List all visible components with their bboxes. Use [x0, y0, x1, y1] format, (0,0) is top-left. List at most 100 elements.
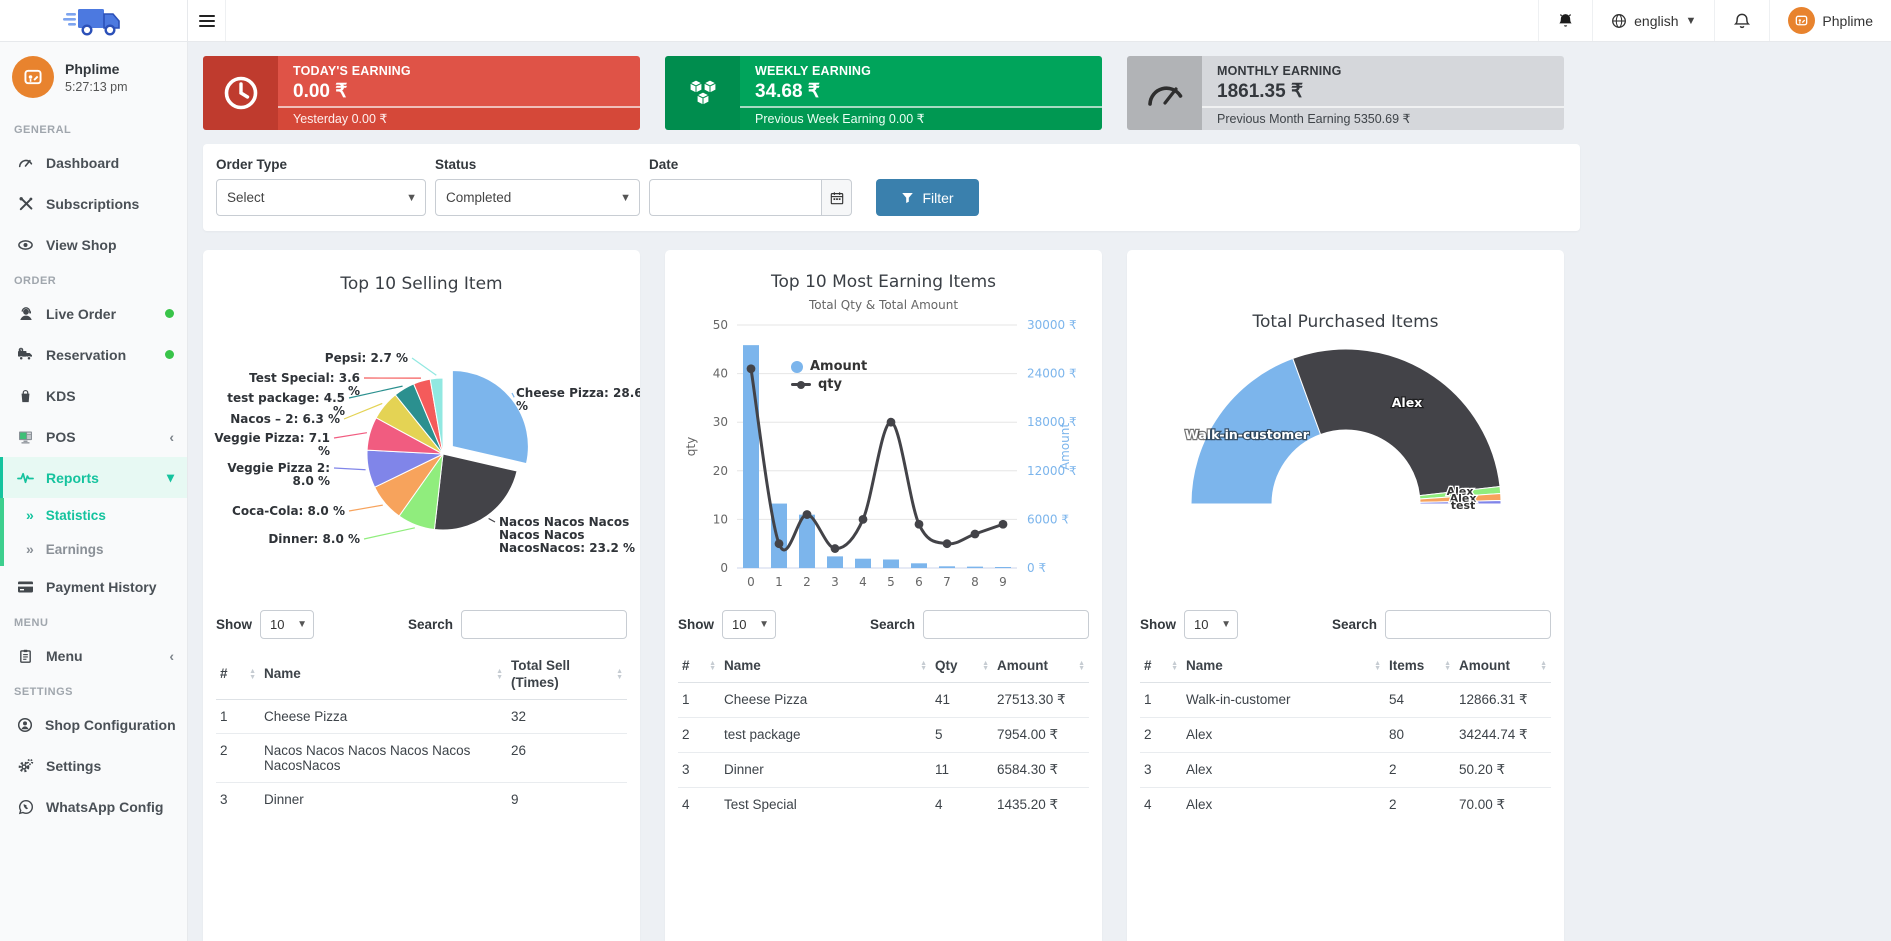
column-header[interactable]: Name ▲ ▼ [720, 651, 931, 683]
legend-qty[interactable]: qty [791, 377, 867, 392]
bar[interactable] [855, 558, 871, 568]
pie-slice[interactable] [429, 377, 444, 455]
line-marker[interactable] [942, 539, 952, 549]
line-marker[interactable] [914, 519, 924, 529]
bar[interactable] [911, 563, 927, 568]
sort-icon: ▲ ▼ [982, 659, 989, 673]
sidebar-item-reservation[interactable]: Reservation [0, 334, 187, 375]
stat-value: 34.68 ₹ [755, 81, 820, 102]
line-marker[interactable] [886, 417, 896, 427]
sidebar-item-kds[interactable]: KDS [0, 375, 187, 416]
line-marker[interactable] [746, 364, 756, 374]
page-size-select[interactable]: 10 ▼ [722, 610, 776, 639]
column-header[interactable]: Total Sell (Times) ▲ ▼ [507, 651, 627, 700]
app-logo[interactable] [0, 0, 188, 41]
table-cell: test package [720, 716, 931, 753]
date-input[interactable] [649, 179, 821, 216]
column-header[interactable]: Qty ▲ ▼ [931, 651, 993, 683]
line-marker[interactable] [858, 515, 868, 524]
filter-button[interactable]: Filter [876, 179, 979, 216]
stat-title: TODAY'S EARNING [293, 64, 411, 78]
sidebar-subitem-statistics[interactable]: » Statistics [4, 498, 187, 532]
date-label: Date [649, 157, 679, 172]
table-cell: 6584.30 ₹ [993, 751, 1089, 788]
bar[interactable] [967, 566, 983, 568]
sidebar-item-pos[interactable]: POS ‹ [0, 416, 187, 457]
sidebar-item-payment-history[interactable]: Payment History [0, 566, 187, 607]
calendar-button[interactable] [821, 179, 852, 216]
bar[interactable] [799, 514, 815, 568]
language-selector[interactable]: english ▼ [1592, 0, 1714, 41]
line-marker[interactable] [802, 510, 812, 519]
donut-slice[interactable] [1419, 499, 1502, 505]
table-cell: 2 [1385, 751, 1455, 788]
sidebar-item-subscriptions[interactable]: Subscriptions [0, 183, 187, 224]
line-series[interactable] [749, 368, 1004, 552]
column-header[interactable]: Items ▲ ▼ [1385, 651, 1455, 683]
chevron-left-icon: ‹ [169, 428, 174, 445]
page-size-select[interactable]: 10 ▼ [1184, 610, 1238, 639]
sidebar-item-menu[interactable]: Menu ‹ [0, 635, 187, 676]
sidebar-avatar[interactable] [12, 56, 54, 98]
left-axis-title: qty [684, 437, 698, 456]
sidebar-item-live-order[interactable]: Live Order [0, 293, 187, 334]
card-icon [17, 580, 34, 594]
legend-amount[interactable]: Amount [791, 359, 867, 374]
table-cell: Nacos Nacos Nacos Nacos Nacos NacosNacos [260, 732, 507, 783]
sidebar-item-reports[interactable]: Reports ▾ [0, 457, 187, 498]
search-input[interactable] [461, 610, 627, 639]
bar[interactable] [827, 556, 843, 568]
sidebar-item-whatsapp-config[interactable]: WhatsApp Config [0, 786, 187, 827]
sidebar-clock: 5:27:13 pm [65, 79, 128, 94]
bar[interactable] [995, 567, 1011, 568]
select-caret-icon: ▼ [406, 191, 417, 204]
bar[interactable] [883, 559, 899, 568]
search-input[interactable] [923, 610, 1089, 639]
column-header[interactable]: Amount ▲ ▼ [993, 651, 1089, 683]
line-marker[interactable] [970, 529, 980, 539]
line-marker[interactable] [998, 519, 1008, 529]
notifications-button[interactable] [1714, 0, 1769, 41]
pie-slice[interactable] [433, 453, 518, 531]
sort-icon: ▲ ▼ [1171, 659, 1178, 673]
sidebar-item-view-shop[interactable]: View Shop [0, 224, 187, 265]
alarm-button[interactable] [1538, 0, 1592, 41]
sidebar-item-dashboard[interactable]: Dashboard [0, 142, 187, 183]
sidebar-toggle-button[interactable] [188, 0, 226, 41]
column-header[interactable]: Name ▲ ▼ [260, 651, 507, 700]
sidebar-item-settings[interactable]: Settings [0, 745, 187, 786]
sidebar-item-label: WhatsApp Config [46, 798, 164, 815]
sidebar-item-shop-configuration[interactable]: Shop Configuration [0, 704, 187, 745]
page-size-select[interactable]: 10 ▼ [260, 610, 314, 639]
donut-slice[interactable] [1190, 357, 1322, 505]
column-header[interactable]: Amount ▲ ▼ [1455, 651, 1551, 683]
line-marker[interactable] [774, 539, 784, 549]
pie-label-connector [333, 432, 368, 439]
pie-label-connector [333, 467, 366, 471]
panel-most-earning: Top 10 Most Earning Items Total Qty & To… [665, 250, 1102, 941]
column-header[interactable]: # ▲ ▼ [678, 651, 720, 683]
sidebar-subitem-earnings[interactable]: » Earnings [4, 532, 187, 566]
column-header[interactable]: Name ▲ ▼ [1182, 651, 1385, 683]
status-select[interactable]: Completed ▼ [435, 179, 640, 216]
donut-label: Alex [1447, 485, 1474, 498]
user-menu[interactable]: Phplime [1769, 0, 1891, 41]
donut-slice[interactable] [1292, 348, 1501, 497]
table-cell: 50.20 ₹ [1455, 751, 1551, 788]
search-input[interactable] [1385, 610, 1551, 639]
right-axis-tick: 0 ₹ [1027, 561, 1046, 575]
language-label: english [1634, 12, 1679, 29]
column-header[interactable]: # ▲ ▼ [216, 651, 260, 700]
order-type-select[interactable]: Select ▼ [216, 179, 426, 216]
line-marker[interactable] [830, 544, 840, 553]
sidebar-item-label: Settings [46, 757, 102, 774]
pie-slice[interactable] [451, 370, 529, 465]
bar[interactable] [771, 503, 787, 568]
pie-label: Veggie Pizza: 7.1% [214, 431, 330, 458]
sort-icon: ▲ ▼ [1078, 659, 1085, 673]
bar[interactable] [939, 566, 955, 568]
pie-label-connector [343, 402, 383, 420]
column-header[interactable]: # ▲ ▼ [1140, 651, 1182, 683]
cubes-icon [665, 56, 740, 130]
